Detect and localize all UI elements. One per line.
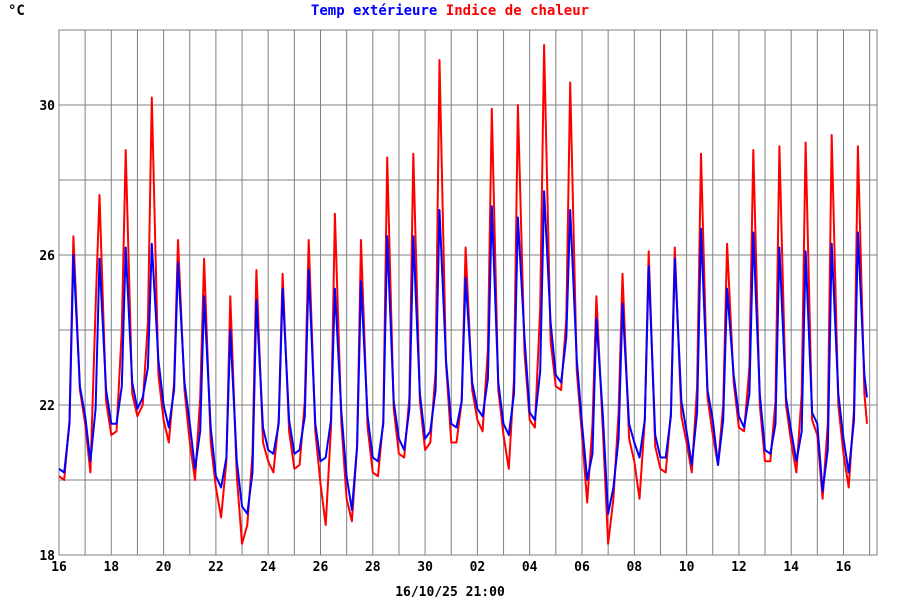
x-tick-label: 26: [313, 560, 329, 575]
x-tick-label: 02: [470, 560, 486, 575]
series-layer: [58, 44, 868, 545]
x-tick-label: 16: [836, 560, 852, 575]
x-tick-label: 10: [679, 560, 695, 575]
x-tick-label: 28: [365, 560, 381, 575]
y-unit-label: °C: [8, 3, 25, 19]
plot-frame: [58, 29, 878, 556]
x-tick-label: 14: [783, 560, 799, 575]
y-tick-label: 26: [39, 249, 55, 264]
x-tick-label: 20: [156, 560, 172, 575]
x-tick-label: 24: [260, 560, 276, 575]
x-tick-label: 06: [574, 560, 590, 575]
x-tick-label: 18: [103, 560, 119, 575]
timestamp-label: 16/10/25 21:00: [395, 585, 505, 600]
series-line: [58, 190, 868, 515]
chart-title: Temp extérieure Indice de chaleur: [311, 3, 589, 19]
x-tick-label: 12: [731, 560, 747, 575]
legend-indice-de-chaleur: Indice de chaleur: [446, 3, 589, 19]
x-tick-label: 04: [522, 560, 538, 575]
legend-temp-exterieure: Temp extérieure: [311, 3, 437, 19]
x-ticks: 16 18 20 22 24 26 28 30 02 04 06 08 10 12 14 16: [51, 560, 851, 575]
y-ticks: 18 22 26 30: [39, 99, 55, 564]
y-tick-label: 18: [39, 549, 55, 564]
y-tick-label: 22: [39, 399, 55, 414]
x-tick-label: 16: [51, 560, 67, 575]
y-tick-label: 30: [39, 99, 55, 114]
x-tick-label: 08: [626, 560, 642, 575]
x-tick-label: 30: [417, 560, 433, 575]
x-tick-label: 22: [208, 560, 224, 575]
